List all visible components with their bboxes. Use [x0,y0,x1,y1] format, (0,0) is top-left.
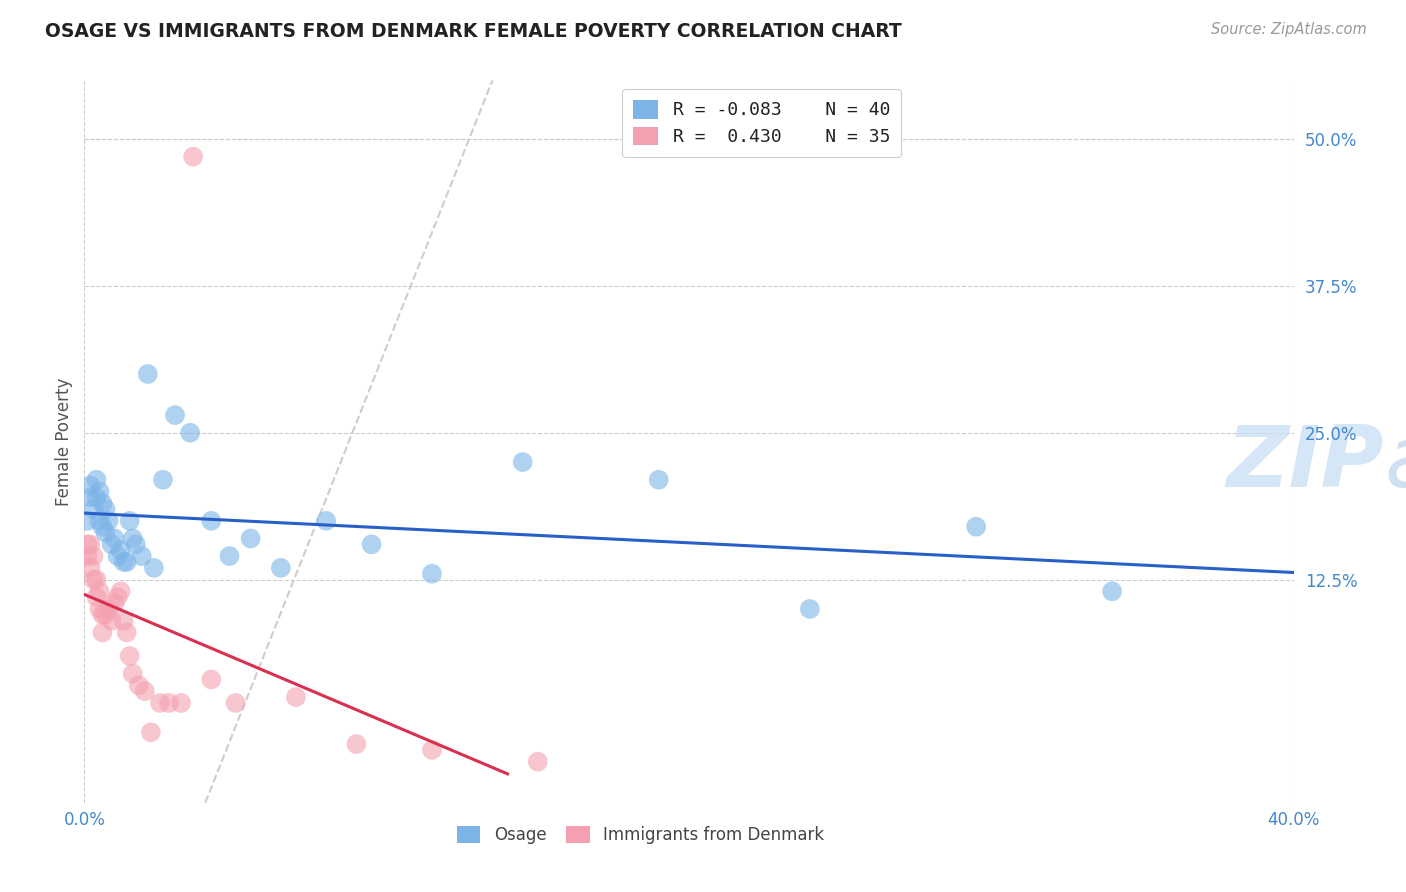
Point [112,614,135,628]
Point [200,673,222,687]
Point [125,537,148,551]
Point [91,519,114,533]
Point [121,666,143,681]
Point [82,573,104,587]
Point [360,537,382,551]
Point [128,678,150,692]
Point [115,625,138,640]
Point [89,602,111,616]
Point [91,607,114,622]
Text: OSAGE VS IMMIGRANTS FROM DENMARK FEMALE POVERTY CORRELATION CHART: OSAGE VS IMMIGRANTS FROM DENMARK FEMALE … [45,22,901,41]
Point [965,519,987,533]
Point [89,584,111,599]
Point [131,549,153,563]
Point [239,532,262,546]
Text: ZIP: ZIP [1226,422,1385,505]
Y-axis label: Female Poverty: Female Poverty [55,377,73,506]
Point [134,684,156,698]
Point [420,566,443,581]
Point [110,543,132,558]
Point [79,537,101,551]
Point [107,591,129,605]
Point [82,502,104,516]
Point [420,743,443,757]
Point [139,725,162,739]
Point [170,696,193,710]
Point [648,473,671,487]
Point [115,555,138,569]
Point [512,455,534,469]
Point [346,737,368,751]
Point [200,514,222,528]
Point [1101,584,1123,599]
Point [110,584,132,599]
Point [118,648,141,663]
Legend: Osage, Immigrants from Denmark: Osage, Immigrants from Denmark [449,817,832,852]
Point [121,532,143,546]
Text: Source: ZipAtlas.com: Source: ZipAtlas.com [1211,22,1367,37]
Point [76,514,98,528]
Point [79,491,101,505]
Point [112,555,135,569]
Point [149,696,172,710]
Point [89,484,111,499]
Point [82,549,104,563]
Point [527,755,550,769]
Point [142,561,165,575]
Point [157,696,180,710]
Point [86,491,108,505]
Point [86,591,108,605]
Point [76,537,98,551]
Point [100,537,122,551]
Point [118,514,141,528]
Point [218,549,240,563]
Point [91,625,114,640]
Point [86,473,108,487]
Point [104,532,127,546]
Point [94,607,117,622]
Point [86,573,108,587]
Point [97,514,120,528]
Point [270,561,292,575]
Point [152,473,174,487]
Point [179,425,201,440]
Point [181,150,204,164]
Point [91,496,114,510]
Point [89,514,111,528]
Point [165,408,187,422]
Point [100,614,122,628]
Point [315,514,337,528]
Point [107,549,129,563]
Point [79,561,101,575]
Point [79,478,101,492]
Point [799,602,821,616]
Point [76,549,98,563]
Point [225,696,247,710]
Point [94,525,117,540]
Point [94,502,117,516]
Point [97,602,120,616]
Point [285,690,308,704]
Point [136,367,159,381]
Text: atlas: atlas [1385,422,1406,505]
Point [104,596,127,610]
